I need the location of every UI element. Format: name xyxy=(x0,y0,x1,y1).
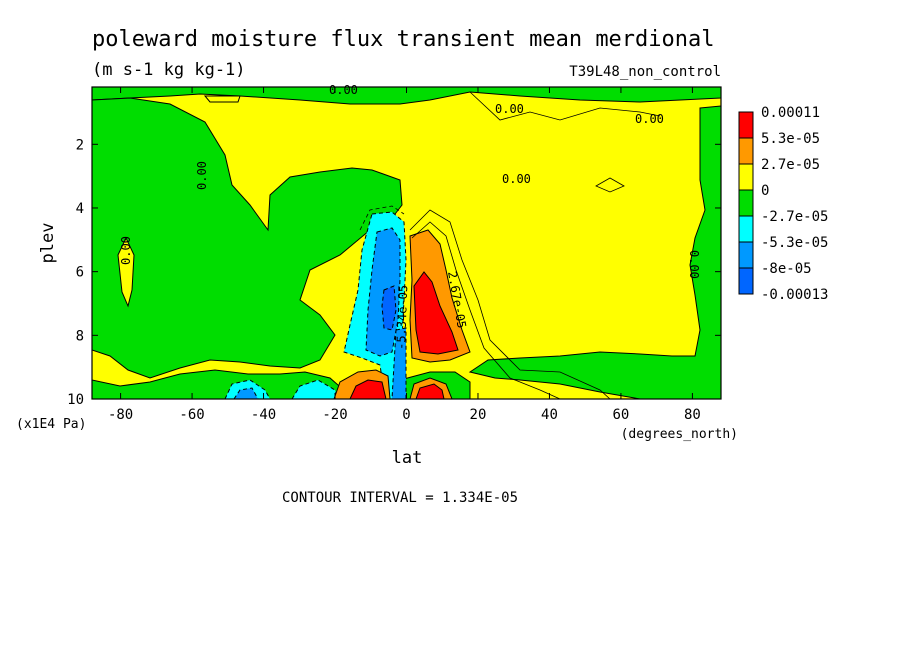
colorbar-label: -5.3e-05 xyxy=(761,235,828,251)
red-region-bottom-north xyxy=(415,383,445,399)
cyan-region-bottom-2 xyxy=(291,379,339,399)
x-tick-label: 20 xyxy=(470,407,487,423)
contour-label: 0.00 xyxy=(502,172,531,186)
x-tick-label: -60 xyxy=(179,407,204,423)
colorbar-label: 0.00011 xyxy=(761,105,820,121)
colorbar-swatch xyxy=(738,111,754,139)
x-tick-label: -20 xyxy=(322,407,347,423)
y-axis-label: plev xyxy=(38,223,58,264)
contour-field xyxy=(92,87,721,399)
colorbar-swatch xyxy=(738,189,754,217)
run-label: T39L48_non_control xyxy=(569,64,721,80)
colorbar-swatch xyxy=(738,137,754,165)
y-tick-label: 2 xyxy=(76,137,84,153)
darkblue-region-core xyxy=(381,285,397,331)
chart-subtitle: (m s-1 kg kg-1) xyxy=(92,60,246,80)
green-region-bottom-left xyxy=(92,369,361,399)
blue-region-bottom xyxy=(233,387,259,399)
yellow-island-top xyxy=(203,95,241,103)
x-axis-units: (degrees_north) xyxy=(621,427,738,442)
contour-line-top-arc xyxy=(469,91,661,121)
x-axis: -80 -60 -40 -20 0 20 40 60 80 xyxy=(108,87,701,423)
x-tick-label: 60 xyxy=(613,407,630,423)
green-region-right xyxy=(468,105,721,399)
y-tick-label: 10 xyxy=(67,392,84,408)
contour-label: 0.00 xyxy=(687,250,701,279)
contour-label: -5.34e-05 xyxy=(394,285,410,350)
colorbar-label: -2.7e-05 xyxy=(761,209,828,225)
x-tick-label: -80 xyxy=(108,407,133,423)
colorbar-label: -8e-05 xyxy=(761,261,812,277)
contour-line-yellow-island xyxy=(595,177,625,193)
contour-label: 0.00 xyxy=(195,161,209,190)
y-axis-units: (x1E4 Pa) xyxy=(16,417,86,432)
yellow-island-left xyxy=(117,236,135,308)
contour-label: 0.00 xyxy=(635,112,664,126)
x-tick-label: 80 xyxy=(684,407,701,423)
x-tick-label: 0 xyxy=(402,407,410,423)
chart-title: poleward moisture flux transient mean me… xyxy=(92,27,715,52)
contour-label: 0.00 xyxy=(329,83,358,97)
red-region-bottom xyxy=(349,379,387,399)
x-tick-label: 40 xyxy=(541,407,558,423)
y-tick-label: 4 xyxy=(76,201,84,217)
contour-label: 0.00 xyxy=(495,102,524,116)
y-tick-label: 6 xyxy=(76,265,84,281)
contour-interval-note: CONTOUR INTERVAL = 1.334E-05 xyxy=(282,490,518,506)
colorbar-swatch xyxy=(738,163,754,191)
y-axis: 2 4 6 8 10 xyxy=(67,137,721,408)
contour-line-positive-2 xyxy=(411,221,561,399)
green-region-top xyxy=(92,87,721,105)
blue-region-equator-strip xyxy=(391,327,407,399)
colorbar-label: 5.3e-05 xyxy=(761,131,820,147)
contour-line-negative-outer xyxy=(359,205,405,231)
contour-line-positive-1 xyxy=(409,209,611,399)
contour-label: 0.00 xyxy=(119,236,133,265)
x-tick-label: -40 xyxy=(251,407,276,423)
colorbar-label: 0 xyxy=(761,183,769,199)
red-region-core xyxy=(413,271,459,355)
x-axis-label: lat xyxy=(392,448,423,468)
colorbar: 0.00011 5.3e-05 2.7e-05 0 -2.7e-05 -5.3e-05 -8… xyxy=(738,105,828,303)
colorbar-swatch xyxy=(738,241,754,269)
y-tick-label: 8 xyxy=(76,328,84,344)
colorbar-label: -0.00013 xyxy=(761,287,828,303)
colorbar-swatch xyxy=(738,267,754,295)
colorbar-swatch xyxy=(738,215,754,243)
colorbar-label: 2.7e-05 xyxy=(761,157,820,173)
